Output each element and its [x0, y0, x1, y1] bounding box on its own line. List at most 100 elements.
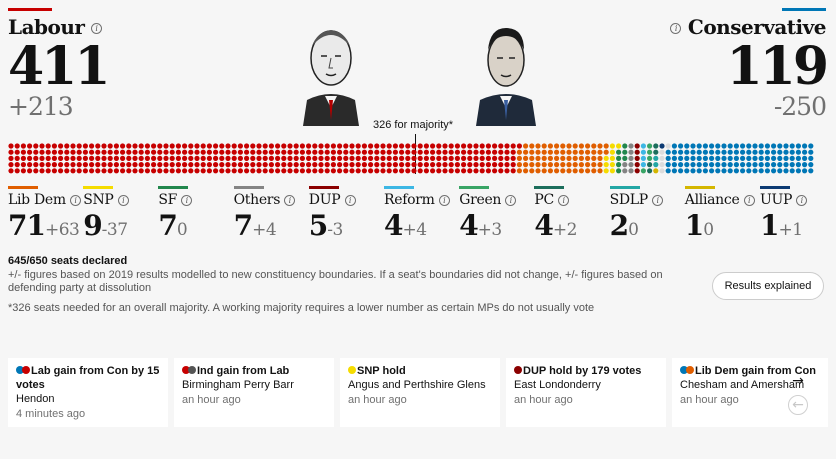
- info-icon[interactable]: i: [438, 194, 450, 206]
- seat-dot: [163, 155, 169, 161]
- seat-dot: [659, 162, 665, 168]
- seat-dot: [213, 168, 219, 174]
- seat-dot: [715, 162, 721, 168]
- seat-dot: [721, 168, 727, 174]
- seat-dot: [250, 143, 256, 149]
- seat-dot: [70, 143, 76, 149]
- seat-dot: [795, 155, 802, 161]
- seat-dot: [368, 155, 374, 161]
- seat-dot: [244, 143, 250, 149]
- seat-dot: [213, 162, 219, 168]
- seat-dot: [461, 155, 467, 161]
- seat-dot: [442, 155, 448, 161]
- seat-dot: [337, 168, 343, 174]
- seat-dot: [740, 143, 746, 149]
- seat-dot: [82, 162, 88, 168]
- result-card[interactable]: SNP hold Angus and Perthshire Glens an hou…: [340, 358, 500, 427]
- seat-dot: [51, 168, 58, 174]
- result-card[interactable]: Ind gain from Lab Birmingham Perry Barr an…: [174, 358, 334, 427]
- info-icon[interactable]: i: [670, 23, 682, 34]
- arrow-right-icon[interactable]: →: [792, 373, 804, 389]
- party-color-bar: [233, 186, 264, 189]
- party-change: 0: [628, 220, 639, 240]
- seat-dot: [733, 143, 740, 149]
- result-card[interactable]: DUP hold by 179 votes East Londonderry an …: [506, 358, 666, 427]
- result-card[interactable]: Lab gain from Con by 15 votes Hendon 4 min…: [8, 358, 168, 427]
- party-name: Lib Dem: [8, 192, 66, 208]
- seat-dot: [442, 143, 448, 149]
- seat-dot: [498, 162, 504, 168]
- seat-dot: [777, 149, 783, 155]
- seat-dot: [306, 149, 312, 155]
- seat-dot: [597, 168, 603, 174]
- seat-dot: [808, 168, 814, 174]
- labour-seats: 411: [8, 36, 111, 97]
- seat-dot: [411, 162, 417, 168]
- seat-dot: [368, 149, 374, 155]
- info-icon[interactable]: i: [505, 194, 517, 206]
- seat-dot: [144, 149, 150, 155]
- seat-dot: [107, 155, 113, 161]
- seat-dot: [33, 143, 39, 149]
- seat-dot: [200, 149, 206, 155]
- seat-dot: [151, 162, 157, 168]
- seat-dot: [95, 162, 101, 168]
- seat-dot: [206, 162, 212, 168]
- info-icon[interactable]: i: [743, 194, 755, 206]
- seat-dot: [318, 162, 324, 168]
- seat-dot: [690, 168, 696, 174]
- seat-dot: [275, 143, 281, 149]
- seat-dot: [634, 155, 640, 161]
- results-explained-button[interactable]: Results explained: [712, 272, 824, 300]
- seat-dot: [436, 149, 442, 155]
- seat-dot: [14, 155, 20, 161]
- seat-dot: [33, 155, 39, 161]
- seat-dot: [132, 155, 138, 161]
- party-change: -37: [101, 220, 128, 240]
- seat-dot: [535, 143, 541, 149]
- seat-dot: [268, 143, 274, 149]
- seat-dot: [374, 155, 380, 161]
- seat-dot: [653, 155, 659, 161]
- party-result: UUP i 1+1: [760, 186, 835, 242]
- seat-dot: [454, 168, 460, 174]
- info-icon[interactable]: i: [117, 194, 129, 206]
- info-icon[interactable]: i: [70, 194, 82, 206]
- seat-dot: [337, 162, 343, 168]
- info-icon[interactable]: i: [796, 194, 808, 206]
- seat-dot: [64, 149, 70, 155]
- card-place: Chesham and Amersham: [680, 379, 805, 392]
- seat-dot: [113, 162, 119, 168]
- info-icon[interactable]: i: [284, 194, 296, 206]
- info-icon[interactable]: i: [181, 194, 193, 206]
- seat-dot: [330, 162, 336, 168]
- seat-dot: [802, 143, 808, 149]
- info-icon[interactable]: i: [558, 194, 570, 206]
- seat-dot: [795, 168, 802, 174]
- seat-dot: [76, 155, 82, 161]
- seat-dot: [144, 162, 150, 168]
- info-icon[interactable]: i: [652, 194, 664, 206]
- seat-dot: [436, 162, 442, 168]
- result-card[interactable]: Lib Dem gain from Con Chesham and Amersha…: [672, 358, 828, 427]
- seat-dot: [45, 155, 51, 161]
- seat-dot: [144, 168, 150, 174]
- seat-dot: [616, 168, 622, 174]
- seat-dot: [213, 143, 219, 149]
- arrow-left-icon[interactable]: ←: [788, 395, 808, 415]
- card-place: Hendon: [16, 393, 55, 406]
- info-icon[interactable]: i: [344, 194, 356, 206]
- seat-dot: [399, 149, 405, 155]
- seat-dot: [200, 162, 206, 168]
- info-icon[interactable]: i: [90, 23, 102, 34]
- seat-dot: [647, 155, 653, 161]
- seat-dot: [95, 149, 101, 155]
- seat-dot: [361, 149, 367, 155]
- seat-dot: [306, 143, 312, 149]
- seat-dot: [287, 168, 293, 174]
- seat-dot: [89, 168, 95, 174]
- seat-dot: [411, 143, 417, 149]
- seat-dot: [231, 168, 237, 174]
- seat-dot: [219, 149, 225, 155]
- seat-dot: [51, 149, 58, 155]
